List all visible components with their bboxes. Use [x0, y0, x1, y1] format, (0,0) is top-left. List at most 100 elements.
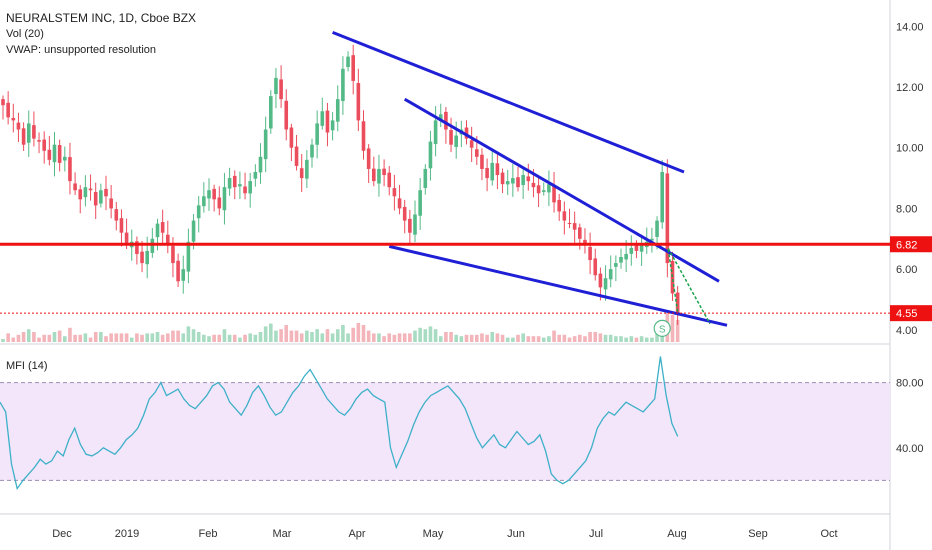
- candle: [433, 120, 438, 145]
- volume-bar: [377, 333, 381, 342]
- volume-bar: [16, 334, 21, 342]
- time-tick-label: Jul: [589, 528, 603, 540]
- candle: [26, 123, 31, 143]
- volume-bar: [598, 333, 603, 342]
- candle: [449, 130, 453, 145]
- candle: [232, 175, 237, 188]
- volume-bar: [294, 330, 299, 342]
- candle: [366, 148, 371, 169]
- volume-bar: [284, 325, 289, 342]
- volume-bar: [562, 334, 567, 342]
- candle: [11, 117, 16, 121]
- volume-indicator-label[interactable]: Vol (20): [6, 28, 44, 40]
- volume-bar: [42, 334, 46, 342]
- volume-bar: [475, 334, 479, 342]
- volume-bar: [480, 333, 484, 342]
- price-tick-label: 8.00: [896, 203, 917, 215]
- candle: [593, 258, 598, 276]
- mfi-line: [0, 356, 679, 491]
- volume-bar: [583, 336, 587, 342]
- candle: [269, 96, 273, 129]
- volume-bar: [68, 327, 72, 342]
- projection-path: [667, 247, 711, 325]
- time-tick-label: Feb: [199, 528, 218, 540]
- volume-bar: [217, 334, 222, 342]
- candle: [557, 199, 561, 212]
- price-tick-label: 4.00: [896, 325, 917, 337]
- candle: [186, 241, 191, 272]
- volume-bar: [171, 330, 175, 342]
- volume-bar: [232, 334, 237, 342]
- volume-bar: [387, 333, 392, 342]
- volume-bar: [93, 332, 98, 342]
- candle: [598, 273, 603, 288]
- candle: [438, 114, 443, 121]
- candle: [212, 188, 216, 200]
- volume-bar: [397, 333, 402, 342]
- volume-bar: [330, 333, 335, 342]
- candle: [552, 184, 556, 203]
- candle: [124, 232, 129, 245]
- volume-bar: [37, 337, 41, 342]
- candle: [634, 245, 639, 251]
- volume-bar: [567, 337, 572, 342]
- volume-bar: [310, 332, 314, 342]
- price-tick-label: 10.00: [896, 143, 924, 155]
- volume-bar: [32, 332, 36, 342]
- volume-bar: [73, 334, 77, 342]
- candle: [155, 223, 160, 238]
- volume-bar: [464, 334, 469, 342]
- volume-bar: [624, 337, 628, 342]
- symbol-title[interactable]: NEURALSTEM INC, 1D, Cboe BZX: [6, 11, 197, 25]
- time-tick-label: Jun: [507, 528, 525, 540]
- candle: [408, 218, 412, 233]
- volume-bar: [269, 323, 273, 342]
- volume-bar: [485, 334, 489, 342]
- candle: [119, 218, 124, 233]
- volume-bar: [155, 332, 160, 342]
- time-tick-label: Dec: [52, 528, 72, 540]
- volume-bar: [243, 334, 247, 342]
- vwap-indicator-label[interactable]: VWAP: unsupported resolution: [6, 44, 157, 56]
- time-tick-label: Sep: [748, 528, 768, 540]
- volume-bar: [392, 334, 397, 342]
- volume-bar: [325, 329, 330, 342]
- candle: [541, 190, 546, 192]
- candle: [73, 183, 77, 191]
- volume-bar: [26, 329, 31, 342]
- price-label-value: 4.55: [896, 308, 917, 320]
- volume-bar: [176, 330, 180, 342]
- candle: [222, 187, 227, 211]
- candle: [191, 220, 196, 242]
- candle: [37, 140, 41, 142]
- candle: [351, 55, 355, 81]
- candle: [315, 123, 319, 145]
- candle: [109, 198, 113, 209]
- volume-bar: [505, 337, 510, 342]
- volume-bar: [500, 334, 505, 342]
- mfi-indicator-label[interactable]: MFI (14): [6, 360, 48, 372]
- volume-bar: [351, 327, 355, 342]
- volume-bar: [109, 333, 113, 342]
- volume-bar: [526, 336, 531, 342]
- candle: [140, 251, 144, 264]
- candle: [47, 149, 52, 160]
- volume-bar: [289, 330, 294, 342]
- candle: [413, 214, 417, 235]
- candle: [299, 168, 304, 179]
- volume-bar: [531, 336, 536, 342]
- volume-bar: [547, 336, 551, 342]
- volume-bar: [459, 336, 464, 342]
- candle: [253, 172, 258, 179]
- candle: [32, 125, 36, 139]
- volume-bar: [423, 329, 428, 342]
- candle: [99, 190, 103, 204]
- candle: [57, 145, 62, 163]
- volume-bar: [124, 333, 129, 342]
- volume-bar: [258, 332, 263, 342]
- candle: [516, 177, 520, 188]
- volume-bar: [572, 336, 577, 342]
- volume-bar: [614, 336, 618, 342]
- candle: [402, 206, 407, 221]
